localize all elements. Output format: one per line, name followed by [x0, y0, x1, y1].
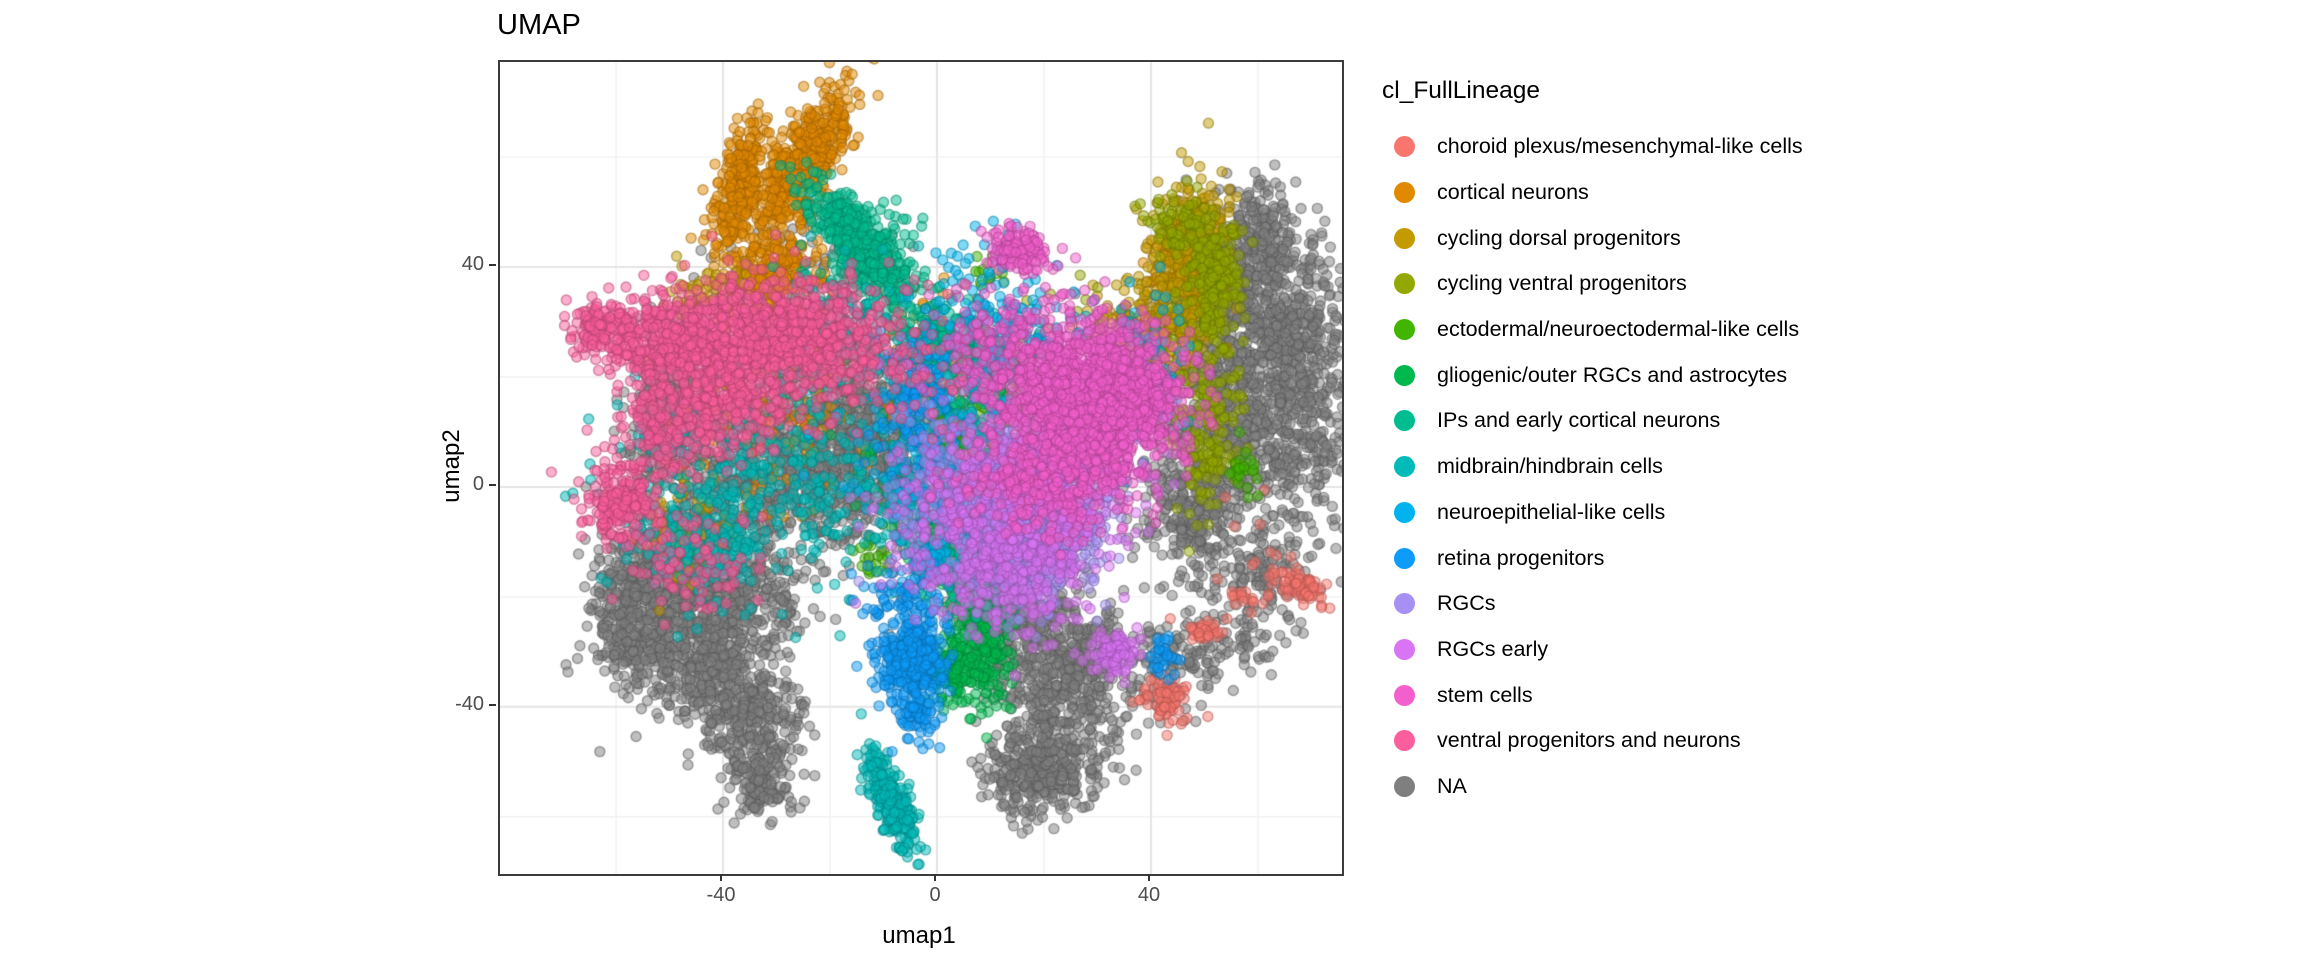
legend-color-dot [1394, 364, 1415, 386]
legend-color-dot [1394, 410, 1415, 432]
legend: cl_FullLineage choroid plexus/mesenchyma… [1382, 76, 1803, 809]
legend-item-label: gliogenic/outer RGCs and astrocytes [1437, 362, 1788, 387]
legend-color-dot [1394, 319, 1415, 341]
legend-color-dot [1394, 730, 1415, 752]
legend-item: cortical neurons [1382, 170, 1803, 216]
y-tick-mark [489, 264, 496, 267]
legend-item: retina progenitors [1382, 535, 1803, 581]
legend-item: midbrain/hindbrain cells [1382, 444, 1803, 490]
legend-item: ectodermal/neuroectodermal-like cells [1382, 307, 1803, 353]
legend-item-label: neuroepithelial-like cells [1437, 499, 1666, 524]
legend-item: RGCs [1382, 581, 1803, 627]
legend-item-list: choroid plexus/mesenchymal-like cells cor… [1382, 124, 1803, 809]
plot-panel [498, 60, 1344, 876]
x-tick-label: 40 [1137, 884, 1161, 906]
y-tick-label: 40 [461, 253, 484, 276]
legend-item: neuroepithelial-like cells [1382, 490, 1803, 536]
legend-item-label: cycling ventral progenitors [1437, 271, 1687, 296]
legend-item-label: IPs and early cortical neurons [1437, 408, 1721, 433]
y-tick-label: -40 [455, 692, 484, 715]
legend-item: RGCs early [1382, 627, 1803, 673]
legend-item: cycling dorsal progenitors [1382, 215, 1803, 261]
legend-item-label: NA [1437, 773, 1467, 798]
legend-item-label: stem cells [1437, 682, 1533, 707]
legend-item-label: retina progenitors [1437, 545, 1605, 570]
legend-item: cycling ventral progenitors [1382, 261, 1803, 307]
legend-item-label: ectodermal/neuroectodermal-like cells [1437, 317, 1800, 342]
legend-item-label: RGCs early [1437, 636, 1549, 661]
legend-color-dot [1394, 638, 1415, 660]
legend-item-label: RGCs [1437, 591, 1496, 616]
legend-item: NA [1382, 764, 1803, 810]
legend-item-label: cortical neurons [1437, 180, 1589, 205]
x-tick-mark [720, 874, 723, 881]
y-tick-label: 0 [472, 472, 484, 495]
legend-color-dot [1394, 456, 1415, 478]
x-tick-mark [934, 874, 937, 881]
plot-title: UMAP [497, 9, 581, 41]
legend-color-dot [1394, 501, 1415, 523]
x-tick-mark [1148, 874, 1151, 881]
y-tick-mark [489, 703, 496, 706]
legend-item-label: ventral progenitors and neurons [1437, 728, 1741, 753]
legend-color-dot [1394, 684, 1415, 706]
legend-color-dot [1394, 227, 1415, 249]
legend-item-label: cycling dorsal progenitors [1437, 225, 1681, 250]
legend-item-label: midbrain/hindbrain cells [1437, 454, 1663, 479]
legend-item: IPs and early cortical neurons [1382, 398, 1803, 444]
legend-color-dot [1394, 775, 1415, 797]
legend-color-dot [1394, 136, 1415, 158]
y-axis-title: umap2 [438, 429, 465, 503]
umap-scatter-canvas [500, 62, 1342, 874]
x-axis-title: umap1 [882, 922, 956, 949]
legend-color-dot [1394, 593, 1415, 615]
legend-color-dot [1394, 182, 1415, 204]
x-tick-label: 0 [929, 884, 941, 906]
legend-item: stem cells [1382, 672, 1803, 718]
legend-item-label: choroid plexus/mesenchymal-like cells [1437, 134, 1803, 159]
legend-item: choroid plexus/mesenchymal-like cells [1382, 124, 1803, 170]
x-tick-label: -40 [706, 884, 736, 906]
legend-color-dot [1394, 273, 1415, 295]
legend-item: ventral progenitors and neurons [1382, 718, 1803, 764]
legend-color-dot [1394, 547, 1415, 569]
y-tick-mark [489, 483, 496, 486]
legend-title: cl_FullLineage [1382, 77, 1540, 104]
legend-item: gliogenic/outer RGCs and astrocytes [1382, 352, 1803, 398]
